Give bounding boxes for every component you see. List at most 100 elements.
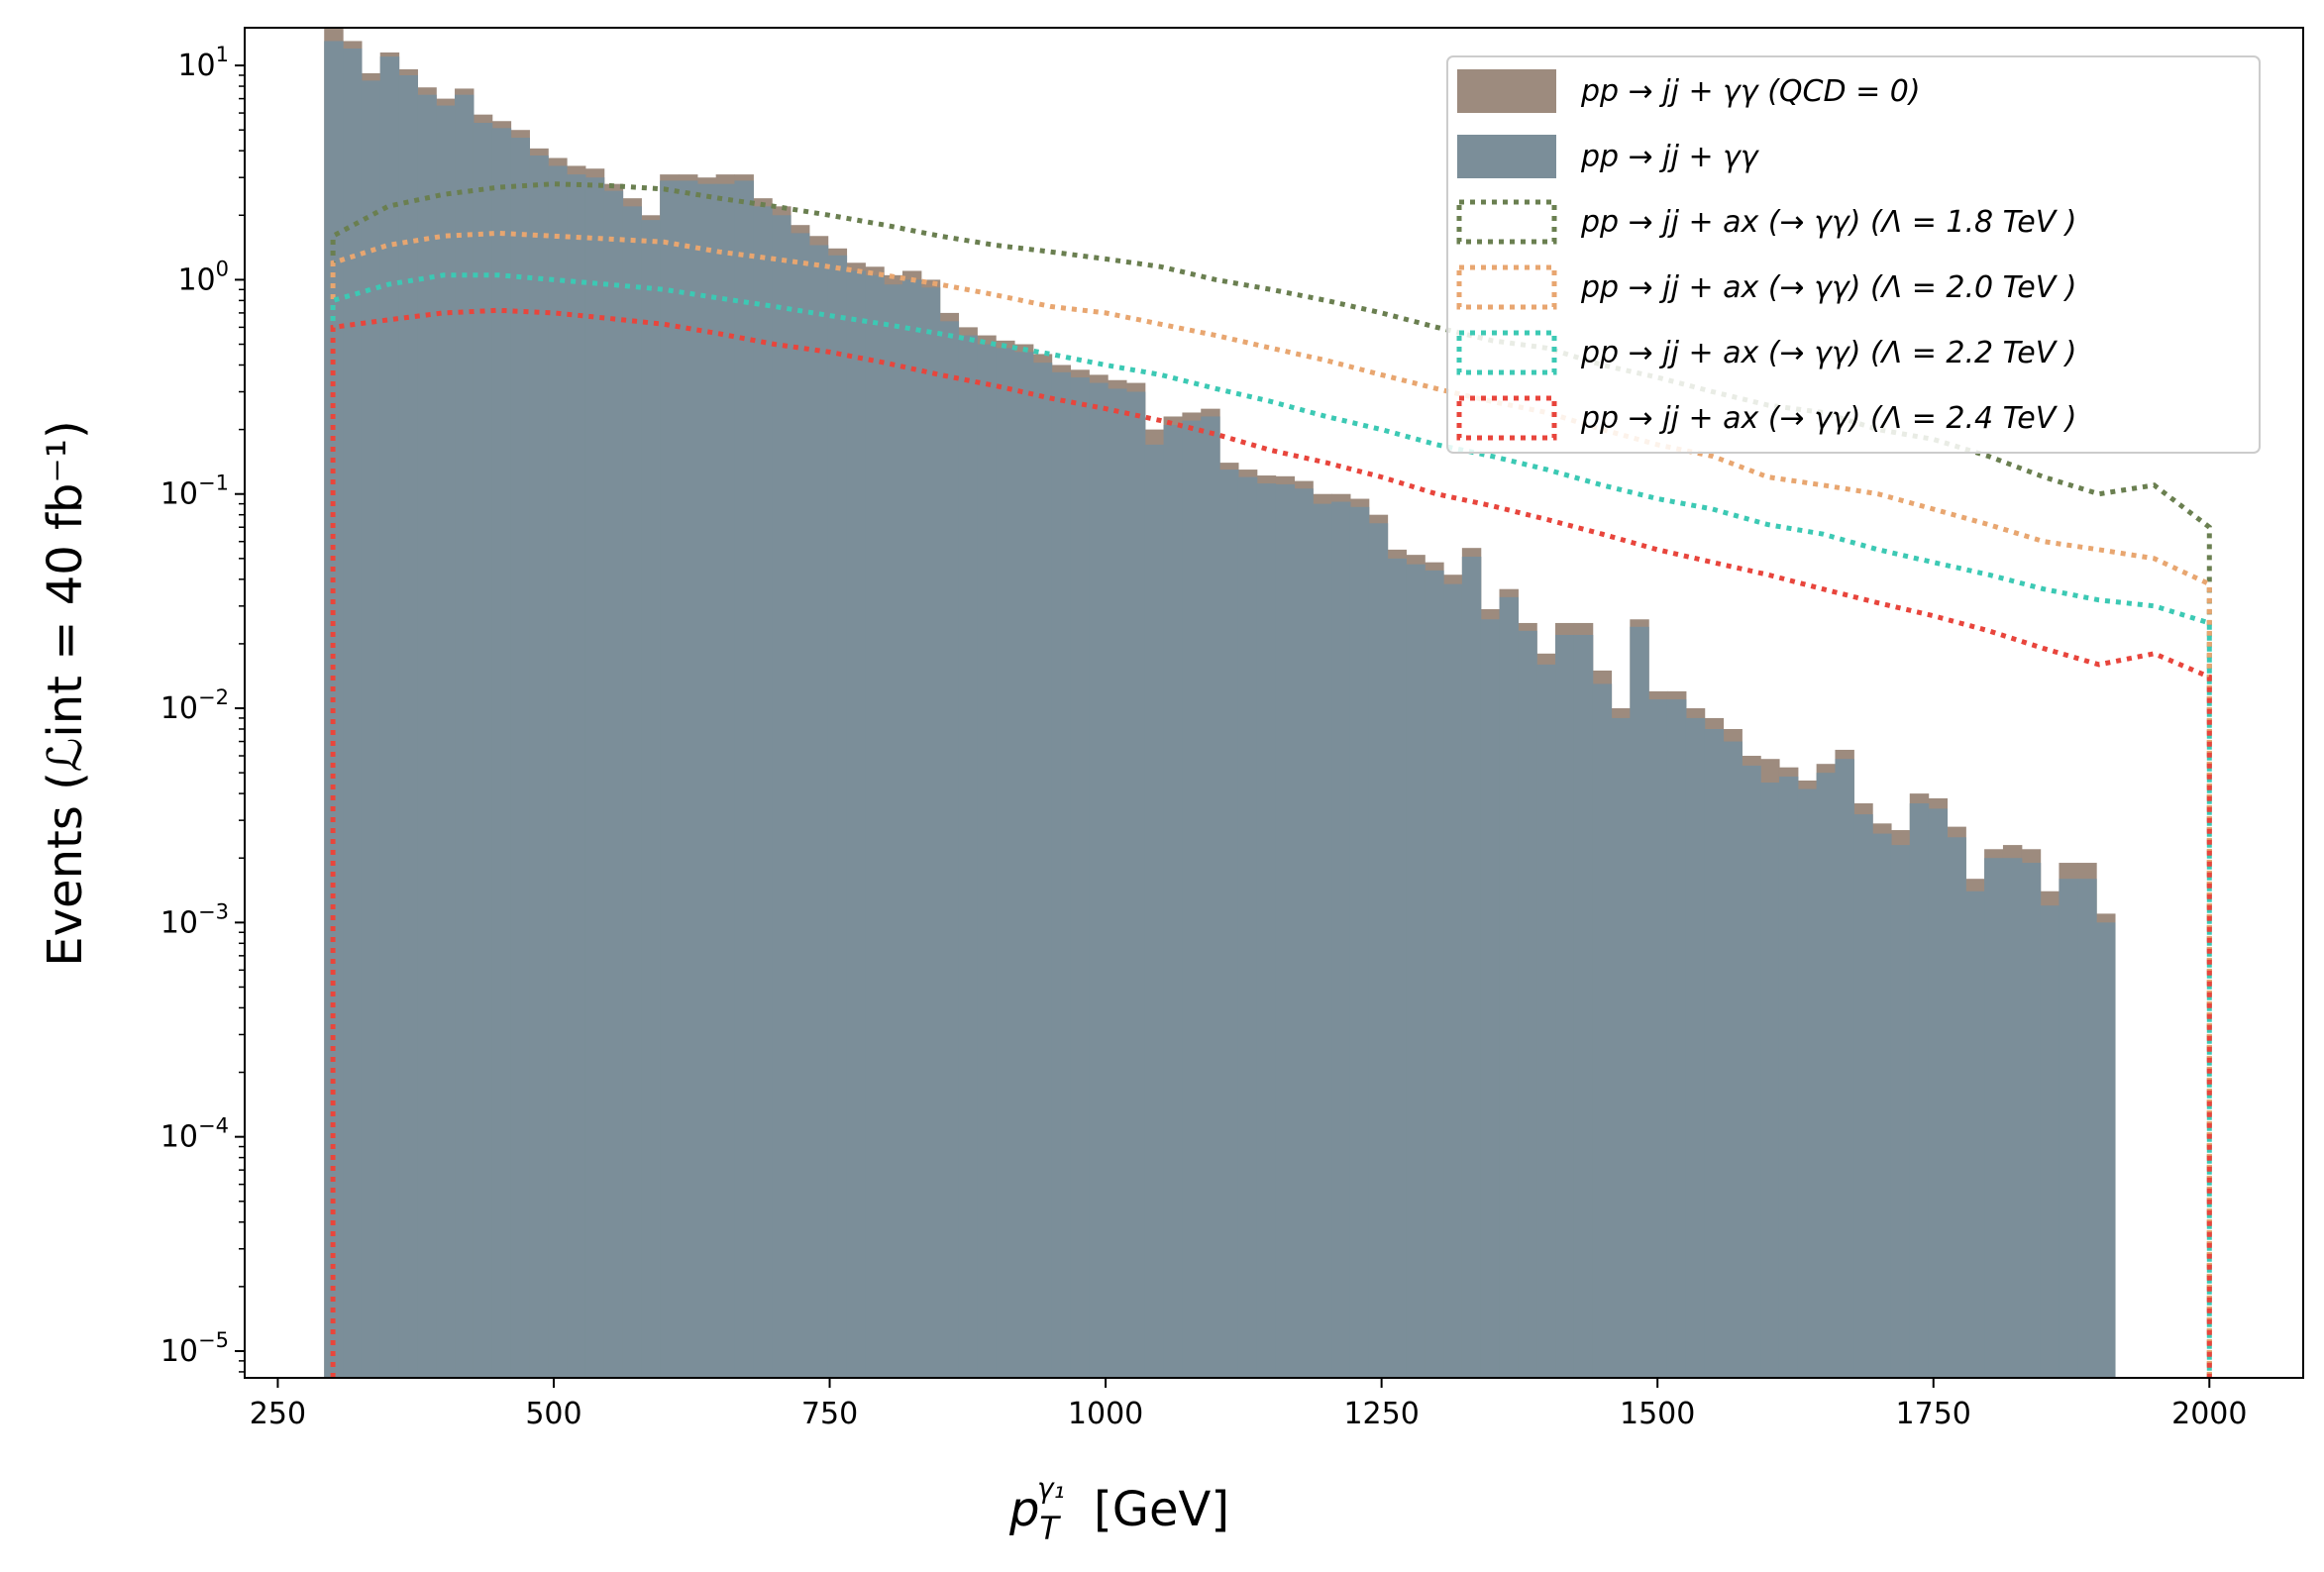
bar-series-1-bin-1 xyxy=(343,48,363,1379)
bar-series-1-bin-24 xyxy=(772,215,792,1378)
bar-series-1-bin-45 xyxy=(1163,425,1184,1378)
bar-series-1-bin-21 xyxy=(715,183,736,1379)
bar-series-1-bin-74 xyxy=(1704,729,1725,1378)
bar-series-1-bin-35 xyxy=(977,344,997,1378)
x-axis-title: pTγ₁ [GeV] xyxy=(1008,1472,1229,1547)
bar-series-1-bin-2 xyxy=(361,80,381,1379)
y-tick-label: 101 xyxy=(177,43,229,83)
bar-series-1-bin-77 xyxy=(1760,783,1780,1378)
bar-series-1-bin-13 xyxy=(567,174,586,1378)
bar-series-1-bin-16 xyxy=(622,206,642,1379)
bar-series-1-bin-34 xyxy=(958,335,978,1378)
bar-series-1-bin-79 xyxy=(1797,788,1818,1378)
bar-series-1-bin-38 xyxy=(1032,363,1053,1378)
bar-series-1-bin-53 xyxy=(1313,503,1332,1378)
x-tick-label: 750 xyxy=(801,1397,858,1431)
bar-series-1-bin-80 xyxy=(1816,773,1837,1378)
legend-swatch xyxy=(1456,330,1557,375)
x-tick-label: 1250 xyxy=(1343,1397,1419,1431)
legend-label: pp → jj + ax (→ γγ) (Λ = 2.0 TeV ) xyxy=(1580,270,2077,305)
bar-series-1-bin-47 xyxy=(1201,416,1220,1379)
bar-series-1-bin-76 xyxy=(1742,765,1761,1378)
x-tick-label: 2000 xyxy=(2171,1397,2247,1431)
y-tick-label: 10−5 xyxy=(160,1328,229,1369)
bar-series-1-bin-87 xyxy=(1947,837,1966,1378)
bar-series-1-bin-84 xyxy=(1890,845,1911,1378)
bar-series-1-bin-6 xyxy=(436,105,456,1378)
bar-series-1-bin-52 xyxy=(1294,488,1314,1378)
x-tick-label: 1500 xyxy=(1620,1397,1695,1431)
bar-series-1-bin-50 xyxy=(1256,483,1277,1378)
legend-label: pp → jj + ax (→ γγ) (Λ = 1.8 TeV ) xyxy=(1580,205,2077,240)
bar-series-1-bin-55 xyxy=(1349,506,1370,1378)
bar-series-1-bin-57 xyxy=(1387,558,1407,1378)
bar-series-1-bin-62 xyxy=(1480,619,1501,1378)
legend-swatch xyxy=(1457,69,1556,113)
y-tick-label: 10−1 xyxy=(160,472,229,512)
bar-series-1-bin-90 xyxy=(2002,858,2023,1378)
bar-series-1-bin-49 xyxy=(1237,476,1258,1379)
y-tick-label: 10−2 xyxy=(160,685,229,726)
bar-series-1-bin-32 xyxy=(920,287,941,1378)
bar-series-1-bin-25 xyxy=(790,233,810,1379)
bar-series-1-bin-66 xyxy=(1555,634,1575,1378)
bar-series-1-bin-17 xyxy=(641,220,661,1379)
bar-series-1-bin-61 xyxy=(1461,556,1482,1378)
bar-series-1-bin-23 xyxy=(753,206,773,1379)
x-tick-label: 250 xyxy=(250,1397,306,1431)
bar-series-1-bin-91 xyxy=(2021,863,2042,1378)
bar-series-1-bin-71 xyxy=(1648,699,1668,1378)
legend-swatch xyxy=(1456,395,1557,441)
bar-series-1-bin-42 xyxy=(1108,388,1127,1378)
bar-series-1-bin-28 xyxy=(846,270,866,1379)
bar-series-1-bin-4 xyxy=(398,74,418,1379)
signal-lines xyxy=(330,181,2212,1378)
bar-series-1-bin-64 xyxy=(1518,630,1537,1378)
y-tick-label: 100 xyxy=(177,257,229,297)
bar-series-1-bin-59 xyxy=(1425,570,1444,1378)
bar-series-1-bin-33 xyxy=(939,321,960,1379)
legend-label: pp → jj + γγ (QCD = 0) xyxy=(1580,74,1921,109)
bar-series-1-bin-36 xyxy=(996,348,1015,1378)
bar-series-1-bin-14 xyxy=(584,177,605,1379)
legend-label: pp → jj + ax (→ γγ) (Λ = 2.4 TeV ) xyxy=(1580,401,2077,436)
bar-series-1-bin-31 xyxy=(901,279,922,1378)
bar-series-1-bin-81 xyxy=(1835,759,1854,1378)
bar-series-1-bin-37 xyxy=(1013,352,1034,1379)
bar-series-1-bin-15 xyxy=(603,190,624,1378)
legend-box xyxy=(1446,55,2261,454)
bar-series-1-bin-95 xyxy=(2096,922,2116,1378)
bar-series-1-bin-44 xyxy=(1144,444,1165,1378)
legend-label: pp → jj + γγ xyxy=(1580,140,1760,174)
x-axis: 250 500 750 1000 1250 1500 1750 2000 xyxy=(250,1378,2247,1431)
bar-series-1-bin-8 xyxy=(473,122,493,1379)
bar-series-1-bin-7 xyxy=(455,94,475,1378)
plot-frame xyxy=(244,27,2304,1379)
y-tick-label: 10−4 xyxy=(160,1114,229,1155)
bar-series-1-bin-92 xyxy=(2040,905,2060,1378)
histogram-bars xyxy=(324,28,2116,1379)
bar-series-1-bin-70 xyxy=(1630,626,1649,1378)
bar-series-1-bin-65 xyxy=(1536,664,1556,1378)
bar-series-1-bin-89 xyxy=(1984,858,2004,1378)
bar-series-1-bin-40 xyxy=(1070,377,1090,1378)
bar-series-1-bin-73 xyxy=(1685,717,1706,1378)
bar-series-1-bin-75 xyxy=(1723,741,1743,1378)
legend-label: pp → jj + ax (→ γγ) (Λ = 2.2 TeV ) xyxy=(1580,336,2077,370)
bar-series-1-bin-20 xyxy=(696,183,717,1379)
bar-series-1-bin-10 xyxy=(510,138,530,1378)
bar-series-1-bin-51 xyxy=(1275,483,1295,1378)
legend-swatch xyxy=(1456,199,1557,245)
x-tick-label: 1000 xyxy=(1068,1397,1143,1431)
x-tick-label: 500 xyxy=(525,1397,581,1431)
bar-series-1-bin-39 xyxy=(1051,371,1072,1378)
bar-series-1-bin-27 xyxy=(827,255,848,1378)
bar-series-1-bin-85 xyxy=(1909,803,1930,1378)
y-axis: 101 100 10−1 10−2 10−3 10−4 10−5 xyxy=(160,43,245,1373)
signal-line-1 xyxy=(330,230,2212,1378)
signal-line-2 xyxy=(330,272,2212,1378)
bar-series-1-bin-9 xyxy=(491,128,512,1379)
bar-series-1-bin-22 xyxy=(734,180,754,1378)
bar-series-1-bin-30 xyxy=(884,284,903,1379)
